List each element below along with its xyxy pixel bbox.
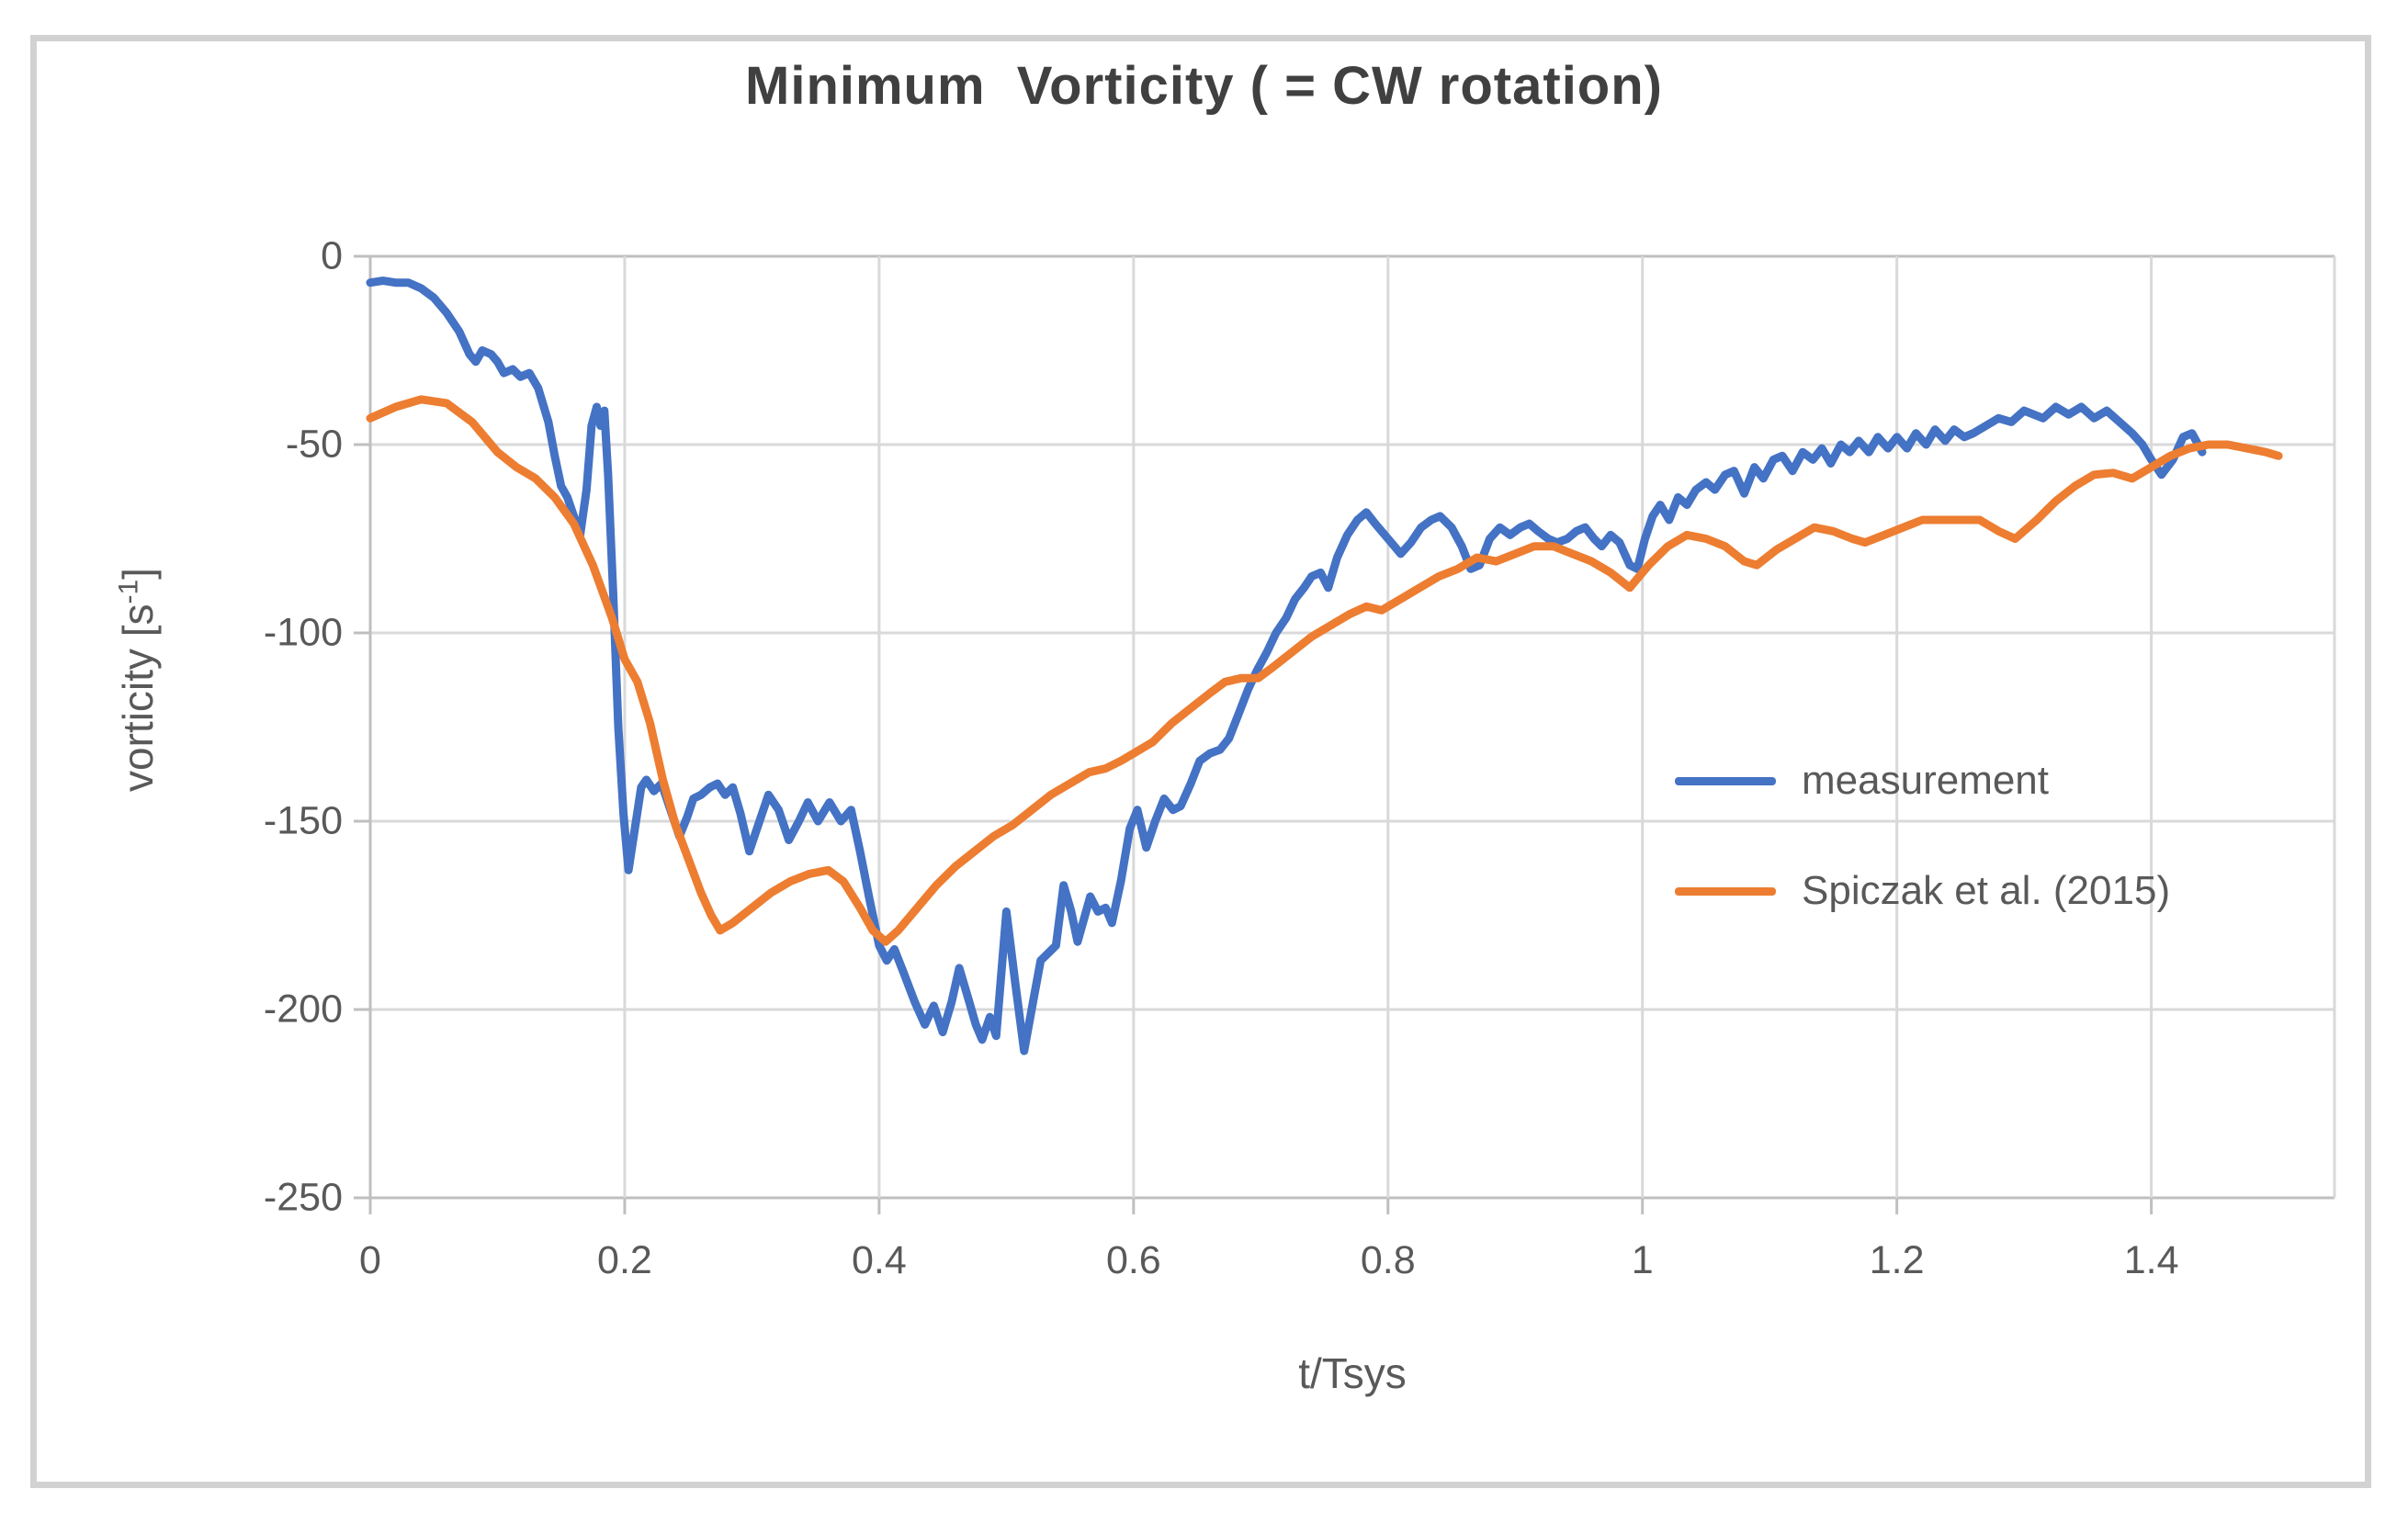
y-axis-tick-label: -100 bbox=[263, 610, 343, 655]
chart-title: Minimum Vorticity ( = CW rotation) bbox=[745, 56, 1663, 116]
y-axis-title-bracket: ] bbox=[114, 568, 162, 580]
x-axis-tick-label: 0.4 bbox=[851, 1238, 907, 1282]
y-axis-tick-label: -50 bbox=[285, 422, 343, 467]
x-axis-tick-label: 0 bbox=[359, 1238, 381, 1282]
legend-line-swatch-blue bbox=[1675, 776, 1776, 785]
x-axis-tick-label: 1.2 bbox=[1869, 1238, 1925, 1282]
y-axis-tick-label: -200 bbox=[263, 987, 343, 1032]
y-axis-title: vorticity [s-1] bbox=[113, 568, 163, 792]
series-line-measurement bbox=[366, 276, 2207, 1055]
x-axis-tick-label: 0.8 bbox=[1360, 1238, 1416, 1282]
legend-line-swatch-orange bbox=[1675, 886, 1776, 896]
legend-label: measurement bbox=[1802, 758, 2050, 803]
y-axis-title-superscript: -1 bbox=[113, 579, 144, 604]
x-axis-title: t/Tsys bbox=[1298, 1349, 1407, 1397]
x-axis-tick-label: 0.2 bbox=[597, 1238, 652, 1282]
series-line-spiczak-et-al-2015- bbox=[366, 395, 2283, 946]
x-axis-tick-label: 0.6 bbox=[1105, 1238, 1161, 1282]
y-axis-tick-label: -150 bbox=[263, 798, 343, 843]
legend-item-measurement: measurement bbox=[1675, 751, 2170, 810]
legend-item-spiczak: Spiczak et al. (2015) bbox=[1675, 862, 2170, 920]
y-axis-tick-label: -250 bbox=[263, 1175, 343, 1220]
y-axis-title-text: vorticity [s bbox=[114, 604, 162, 792]
x-axis-tick-label: 1.4 bbox=[2123, 1238, 2179, 1282]
legend-label: Spiczak et al. (2015) bbox=[1802, 868, 2171, 913]
y-axis-tick-label: 0 bbox=[321, 233, 343, 278]
x-axis-tick-label: 1 bbox=[1631, 1238, 1654, 1282]
legend: measurement Spiczak et al. (2015) bbox=[1675, 751, 2170, 972]
